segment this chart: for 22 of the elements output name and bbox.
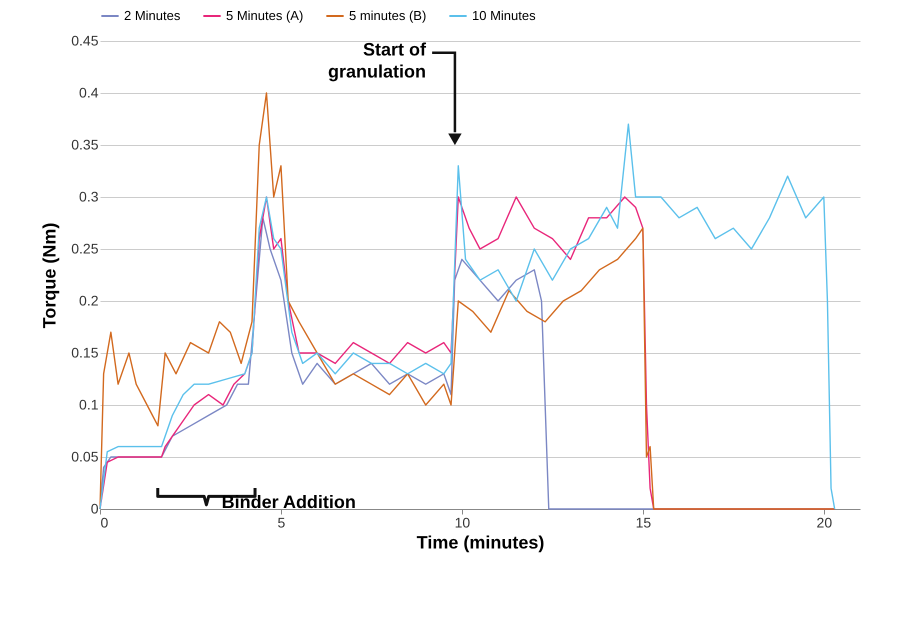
legend-label: 2 Minutes [124, 8, 181, 23]
x-tick-label: 10 [454, 514, 470, 530]
y-tick-label: 0.3 [79, 188, 99, 204]
legend-label: 10 Minutes [472, 8, 536, 23]
legend-label: 5 Minutes (A) [226, 8, 304, 23]
annotation: Binder Addition [222, 492, 356, 512]
y-tick-label: 0.05 [71, 448, 99, 464]
x-tick-label: 20 [816, 514, 832, 530]
y-tick-label: 0.35 [71, 136, 99, 152]
x-axis-title: Time (minutes) [416, 532, 544, 552]
y-axis-title: Torque (Nm) [39, 222, 60, 328]
y-tick-label: 0.15 [71, 344, 99, 360]
y-tick-label: 0.2 [79, 292, 99, 308]
annotation: Start of granulation [328, 40, 428, 82]
legend-label: 5 minutes (B) [349, 8, 426, 23]
y-tick-label: 0.4 [79, 84, 99, 100]
y-tick-label: 0 [90, 500, 99, 516]
x-tick-label: 5 [278, 514, 286, 530]
x-tick-label: 15 [636, 514, 652, 530]
y-tick-label: 0.25 [71, 240, 99, 256]
y-tick-label: 0.1 [79, 396, 99, 412]
y-tick-label: 0.45 [71, 32, 99, 48]
